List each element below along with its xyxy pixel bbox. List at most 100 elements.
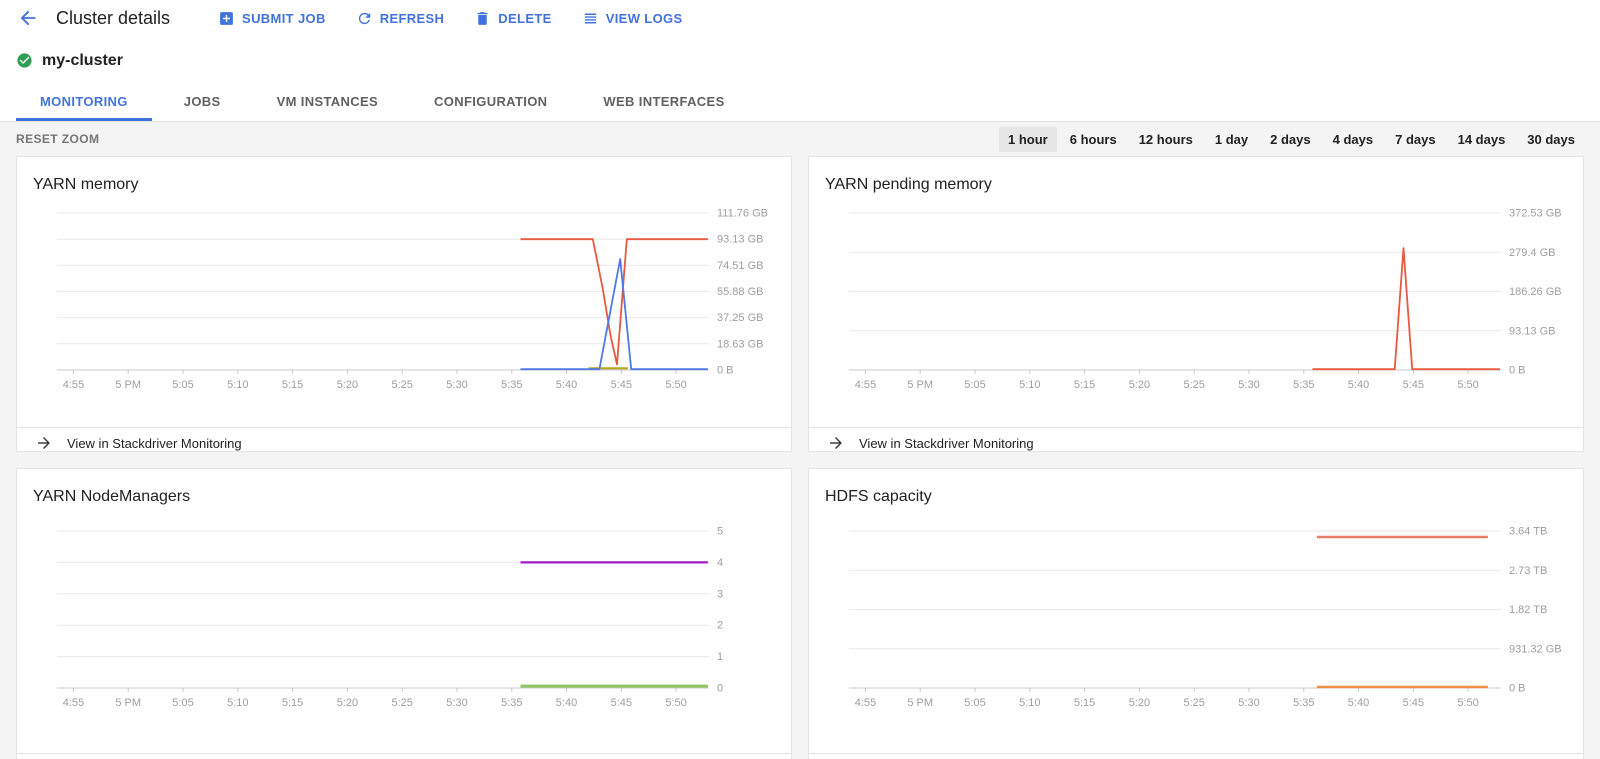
- svg-text:5:10: 5:10: [227, 379, 248, 391]
- range-6-hours[interactable]: 6 hours: [1061, 127, 1126, 152]
- svg-text:5:40: 5:40: [1348, 379, 1369, 391]
- time-range-selector: 1 hour 6 hours 12 hours 1 day 2 days 4 d…: [999, 126, 1584, 152]
- refresh-icon: [356, 10, 373, 27]
- svg-text:18.63 GB: 18.63 GB: [717, 338, 763, 350]
- range-1-hour[interactable]: 1 hour: [999, 126, 1057, 152]
- submit-job-icon: [218, 10, 235, 27]
- tab-web-interfaces[interactable]: WEB INTERFACES: [579, 85, 748, 121]
- tab-vm-instances[interactable]: VM INSTANCES: [253, 85, 402, 121]
- range-30-days[interactable]: 30 days: [1518, 127, 1584, 152]
- reset-zoom-button[interactable]: RESET ZOOM: [16, 132, 100, 146]
- top-toolbar: Cluster details SUBMIT JOB REFRESH DELET…: [0, 0, 1600, 36]
- svg-text:5:45: 5:45: [1403, 697, 1424, 709]
- svg-text:5 PM: 5 PM: [907, 379, 933, 391]
- refresh-button[interactable]: REFRESH: [356, 10, 445, 27]
- range-7-days[interactable]: 7 days: [1386, 127, 1444, 152]
- page-title: Cluster details: [56, 7, 171, 28]
- chart-card-hdfs-capacity: HDFS capacity 3.64 TB 2.73 TB 1.82 TB 931.3…: [808, 468, 1584, 759]
- svg-text:93.13 GB: 93.13 GB: [717, 234, 763, 246]
- tab-monitoring[interactable]: MONITORING: [16, 85, 152, 121]
- svg-text:5:30: 5:30: [446, 697, 467, 709]
- svg-text:4:55: 4:55: [855, 379, 876, 391]
- range-1-day[interactable]: 1 day: [1206, 127, 1257, 152]
- svg-text:0 B: 0 B: [1509, 683, 1526, 695]
- monitoring-content: RESET ZOOM 1 hour 6 hours 12 hours 1 day…: [0, 122, 1600, 759]
- svg-text:186.26 GB: 186.26 GB: [1509, 286, 1562, 298]
- chart-card-yarn-memory: YARN memory 111.76 GB 93.13 GB 74.51 GB 55.…: [16, 156, 792, 452]
- svg-text:55.88 GB: 55.88 GB: [717, 286, 763, 298]
- svg-text:5:10: 5:10: [1019, 697, 1040, 709]
- svg-text:931.32 GB: 931.32 GB: [1509, 643, 1562, 655]
- delete-button[interactable]: DELETE: [474, 10, 551, 27]
- svg-text:5:20: 5:20: [337, 379, 358, 391]
- range-14-days[interactable]: 14 days: [1449, 127, 1515, 152]
- hdfs-capacity-chart[interactable]: 3.64 TB 2.73 TB 1.82 TB 931.32 GB 0 B 4:55 5 P…: [825, 521, 1567, 722]
- svg-text:5:20: 5:20: [1129, 379, 1150, 391]
- delete-label: DELETE: [498, 10, 552, 26]
- svg-text:5:50: 5:50: [1457, 379, 1478, 391]
- svg-text:5 PM: 5 PM: [907, 697, 933, 709]
- svg-text:5:35: 5:35: [501, 379, 522, 391]
- stackdriver-link[interactable]: View in Stackdriver Monitoring: [859, 435, 1034, 451]
- svg-text:5 PM: 5 PM: [115, 379, 141, 391]
- arrow-forward-icon: [827, 434, 845, 451]
- yarn-nodemanagers-chart[interactable]: 5 4 3 2 1 0 4:55 5 PM 5:05 5:10 5:15 5:20 5:25 5:30 5:…: [33, 521, 775, 722]
- check-circle-icon: [16, 52, 33, 69]
- range-4-days[interactable]: 4 days: [1324, 127, 1382, 152]
- charts-grid: YARN memory 111.76 GB 93.13 GB 74.51 GB 55.…: [0, 156, 1600, 759]
- chart-card-yarn-pending-memory: YARN pending memory 372.53 GB 279.4 GB 186…: [808, 156, 1584, 452]
- svg-text:5:15: 5:15: [1074, 379, 1095, 391]
- stackdriver-link-row[interactable]: View in Stackdriver Monitoring: [17, 753, 791, 759]
- yarn-memory-chart[interactable]: 111.76 GB 93.13 GB 74.51 GB 55.88 GB 37.25 G…: [33, 203, 775, 404]
- svg-text:74.51 GB: 74.51 GB: [717, 260, 763, 272]
- yarn-pending-memory-chart[interactable]: 372.53 GB 279.4 GB 186.26 GB 93.13 GB 0 B 4:5…: [825, 203, 1567, 404]
- back-button[interactable]: [16, 6, 40, 30]
- svg-text:0 B: 0 B: [1509, 365, 1526, 377]
- svg-text:5 PM: 5 PM: [115, 697, 141, 709]
- svg-text:5:35: 5:35: [1293, 697, 1314, 709]
- svg-text:5:25: 5:25: [1183, 379, 1204, 391]
- submit-job-label: SUBMIT JOB: [242, 10, 326, 26]
- svg-text:5:25: 5:25: [391, 697, 412, 709]
- cluster-name: my-cluster: [42, 51, 123, 69]
- stackdriver-link[interactable]: View in Stackdriver Monitoring: [67, 435, 242, 451]
- svg-text:5:15: 5:15: [1074, 697, 1095, 709]
- svg-text:37.25 GB: 37.25 GB: [717, 312, 763, 324]
- svg-text:5:05: 5:05: [172, 379, 193, 391]
- chart-card-yarn-nodemanagers: YARN NodeManagers 5 4 3 2 1 0 4:55 5 PM 5:05 5:10…: [16, 468, 792, 759]
- svg-text:5:40: 5:40: [1348, 697, 1369, 709]
- delete-icon: [474, 10, 491, 27]
- svg-text:5:25: 5:25: [1183, 697, 1204, 709]
- tab-bar: MONITORING JOBS VM INSTANCES CONFIGURATI…: [0, 85, 1600, 122]
- range-12-hours[interactable]: 12 hours: [1130, 127, 1202, 152]
- svg-text:5:40: 5:40: [556, 697, 577, 709]
- refresh-label: REFRESH: [379, 10, 445, 26]
- toolbar-actions: SUBMIT JOB REFRESH DELETE VIEW LOGS: [218, 10, 682, 27]
- view-logs-icon: [582, 10, 599, 27]
- svg-text:5:10: 5:10: [1019, 379, 1040, 391]
- svg-text:93.13 GB: 93.13 GB: [1509, 325, 1555, 337]
- submit-job-button[interactable]: SUBMIT JOB: [218, 10, 326, 27]
- stackdriver-link-row[interactable]: View in Stackdriver Monitoring: [17, 427, 791, 451]
- stackdriver-link-row[interactable]: View in Stackdriver Monitoring: [809, 427, 1583, 451]
- svg-text:1.82 TB: 1.82 TB: [1509, 604, 1547, 616]
- svg-text:5:50: 5:50: [665, 379, 686, 391]
- svg-text:5: 5: [717, 526, 723, 538]
- tab-jobs[interactable]: JOBS: [160, 85, 245, 121]
- svg-text:5:50: 5:50: [665, 697, 686, 709]
- chart-title: YARN memory: [33, 176, 139, 193]
- svg-text:0 B: 0 B: [717, 365, 734, 377]
- svg-text:0: 0: [717, 683, 723, 695]
- chart-title: HDFS capacity: [825, 488, 932, 505]
- tab-configuration[interactable]: CONFIGURATION: [410, 85, 571, 121]
- cluster-header: my-cluster: [0, 36, 1600, 85]
- svg-text:2.73 TB: 2.73 TB: [1509, 565, 1547, 577]
- stackdriver-link-row[interactable]: View in Stackdriver Monitoring: [809, 753, 1583, 759]
- arrow-forward-icon: [35, 434, 53, 451]
- svg-text:5:30: 5:30: [1238, 379, 1259, 391]
- view-logs-button[interactable]: VIEW LOGS: [582, 10, 683, 27]
- range-2-days[interactable]: 2 days: [1261, 127, 1319, 152]
- chart-title: YARN pending memory: [825, 176, 992, 193]
- svg-text:4:55: 4:55: [63, 697, 84, 709]
- svg-text:5:05: 5:05: [172, 697, 193, 709]
